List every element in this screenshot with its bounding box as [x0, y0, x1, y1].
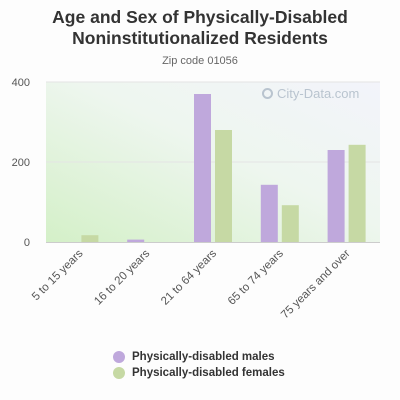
x-tick-label: 75 years and over	[279, 248, 353, 322]
bar-females	[348, 144, 366, 242]
bar-males	[127, 239, 145, 242]
legend-swatch-females	[113, 367, 125, 379]
legend-item-females: Physically-disabled females	[113, 365, 285, 381]
chart-title-line-2: Noninstitutionalized Residents	[72, 28, 328, 48]
y-tick-label: 400	[12, 77, 30, 89]
x-tick-label: 16 to 20 years	[92, 247, 152, 307]
bar-males	[327, 150, 345, 242]
x-axis: 5 to 15 years 16 to 20 years 21 to 64 year…	[30, 242, 380, 322]
watermark-text: City-Data.com	[277, 86, 360, 101]
y-tick-label: 0	[24, 237, 30, 249]
x-tick-label: 65 to 74 years	[226, 247, 286, 307]
x-tick-label: 21 to 64 years	[159, 247, 219, 307]
legend-label-females: Physically-disabled females	[132, 367, 285, 379]
chart-title-line-1: Age and Sex of Physically-Disabled	[52, 7, 348, 27]
legend: Physically-disabled males Physically-dis…	[113, 349, 285, 381]
chart-subtitle: Zip code 01056	[162, 55, 238, 67]
y-tick-label: 200	[12, 157, 30, 169]
bar-males	[260, 184, 278, 242]
bar-females	[81, 235, 99, 242]
bar-males	[194, 94, 211, 242]
x-tick-label: 5 to 15 years	[30, 247, 86, 303]
chart-title: Age and Sex of Physically-Disabled Nonin…	[0, 7, 400, 49]
legend-item-males: Physically-disabled males	[113, 349, 285, 365]
y-axis: 0 200 400	[12, 77, 380, 249]
bars	[81, 94, 366, 242]
legend-label-males: Physically-disabled males	[132, 351, 275, 363]
watermark: City-Data.com	[262, 86, 359, 101]
bar-females	[215, 130, 232, 242]
magnifier-icon	[262, 88, 273, 99]
bar-females	[281, 205, 299, 242]
legend-swatch-males	[113, 351, 125, 363]
